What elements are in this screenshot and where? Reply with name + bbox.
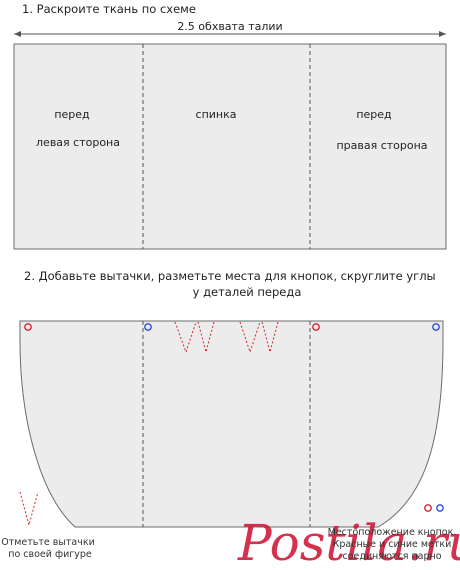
button-marker-red-right xyxy=(312,323,320,331)
legend-marker-blue xyxy=(436,504,444,512)
dimension-label: 2.5 обхвата талии xyxy=(177,20,282,33)
note-buttons-line1: Местоположение кнопок. xyxy=(328,527,457,538)
panel-right-label-1: перед xyxy=(356,108,392,121)
step2-title-line2: у деталей переда xyxy=(193,285,302,299)
dart-1 xyxy=(174,321,197,354)
legend-marker-red xyxy=(424,504,432,512)
note-darts-line1: Отметьте вытачки xyxy=(1,537,95,548)
pattern-piece xyxy=(19,320,444,528)
step1-title: 1. Раскроите ткань по схеме xyxy=(22,2,196,16)
button-marker-blue-right xyxy=(432,323,440,331)
panel-left-label-2: левая сторона xyxy=(36,136,120,149)
dart-3 xyxy=(239,321,261,354)
panel-right-label-2: правая сторона xyxy=(336,139,427,152)
legend-dart-sample xyxy=(19,491,39,527)
watermark-logo: Postila.ru xyxy=(237,514,460,570)
step2-title-line1: 2. Добавьте вытачки, разметьте места для… xyxy=(24,269,436,283)
dimension-arrow xyxy=(14,31,446,37)
button-marker-red-left xyxy=(24,323,32,331)
note-buttons-line3: соединяются парно xyxy=(342,551,441,562)
fabric-rectangle xyxy=(13,43,447,250)
note-darts-line2: по своей фигуре xyxy=(8,549,92,560)
panel-middle-label: спинка xyxy=(196,108,237,121)
button-marker-blue-left xyxy=(144,323,152,331)
note-buttons-line2: Красные и синие метки xyxy=(333,539,452,550)
darts xyxy=(174,321,279,354)
panel-left-label-1: перед xyxy=(54,108,90,121)
